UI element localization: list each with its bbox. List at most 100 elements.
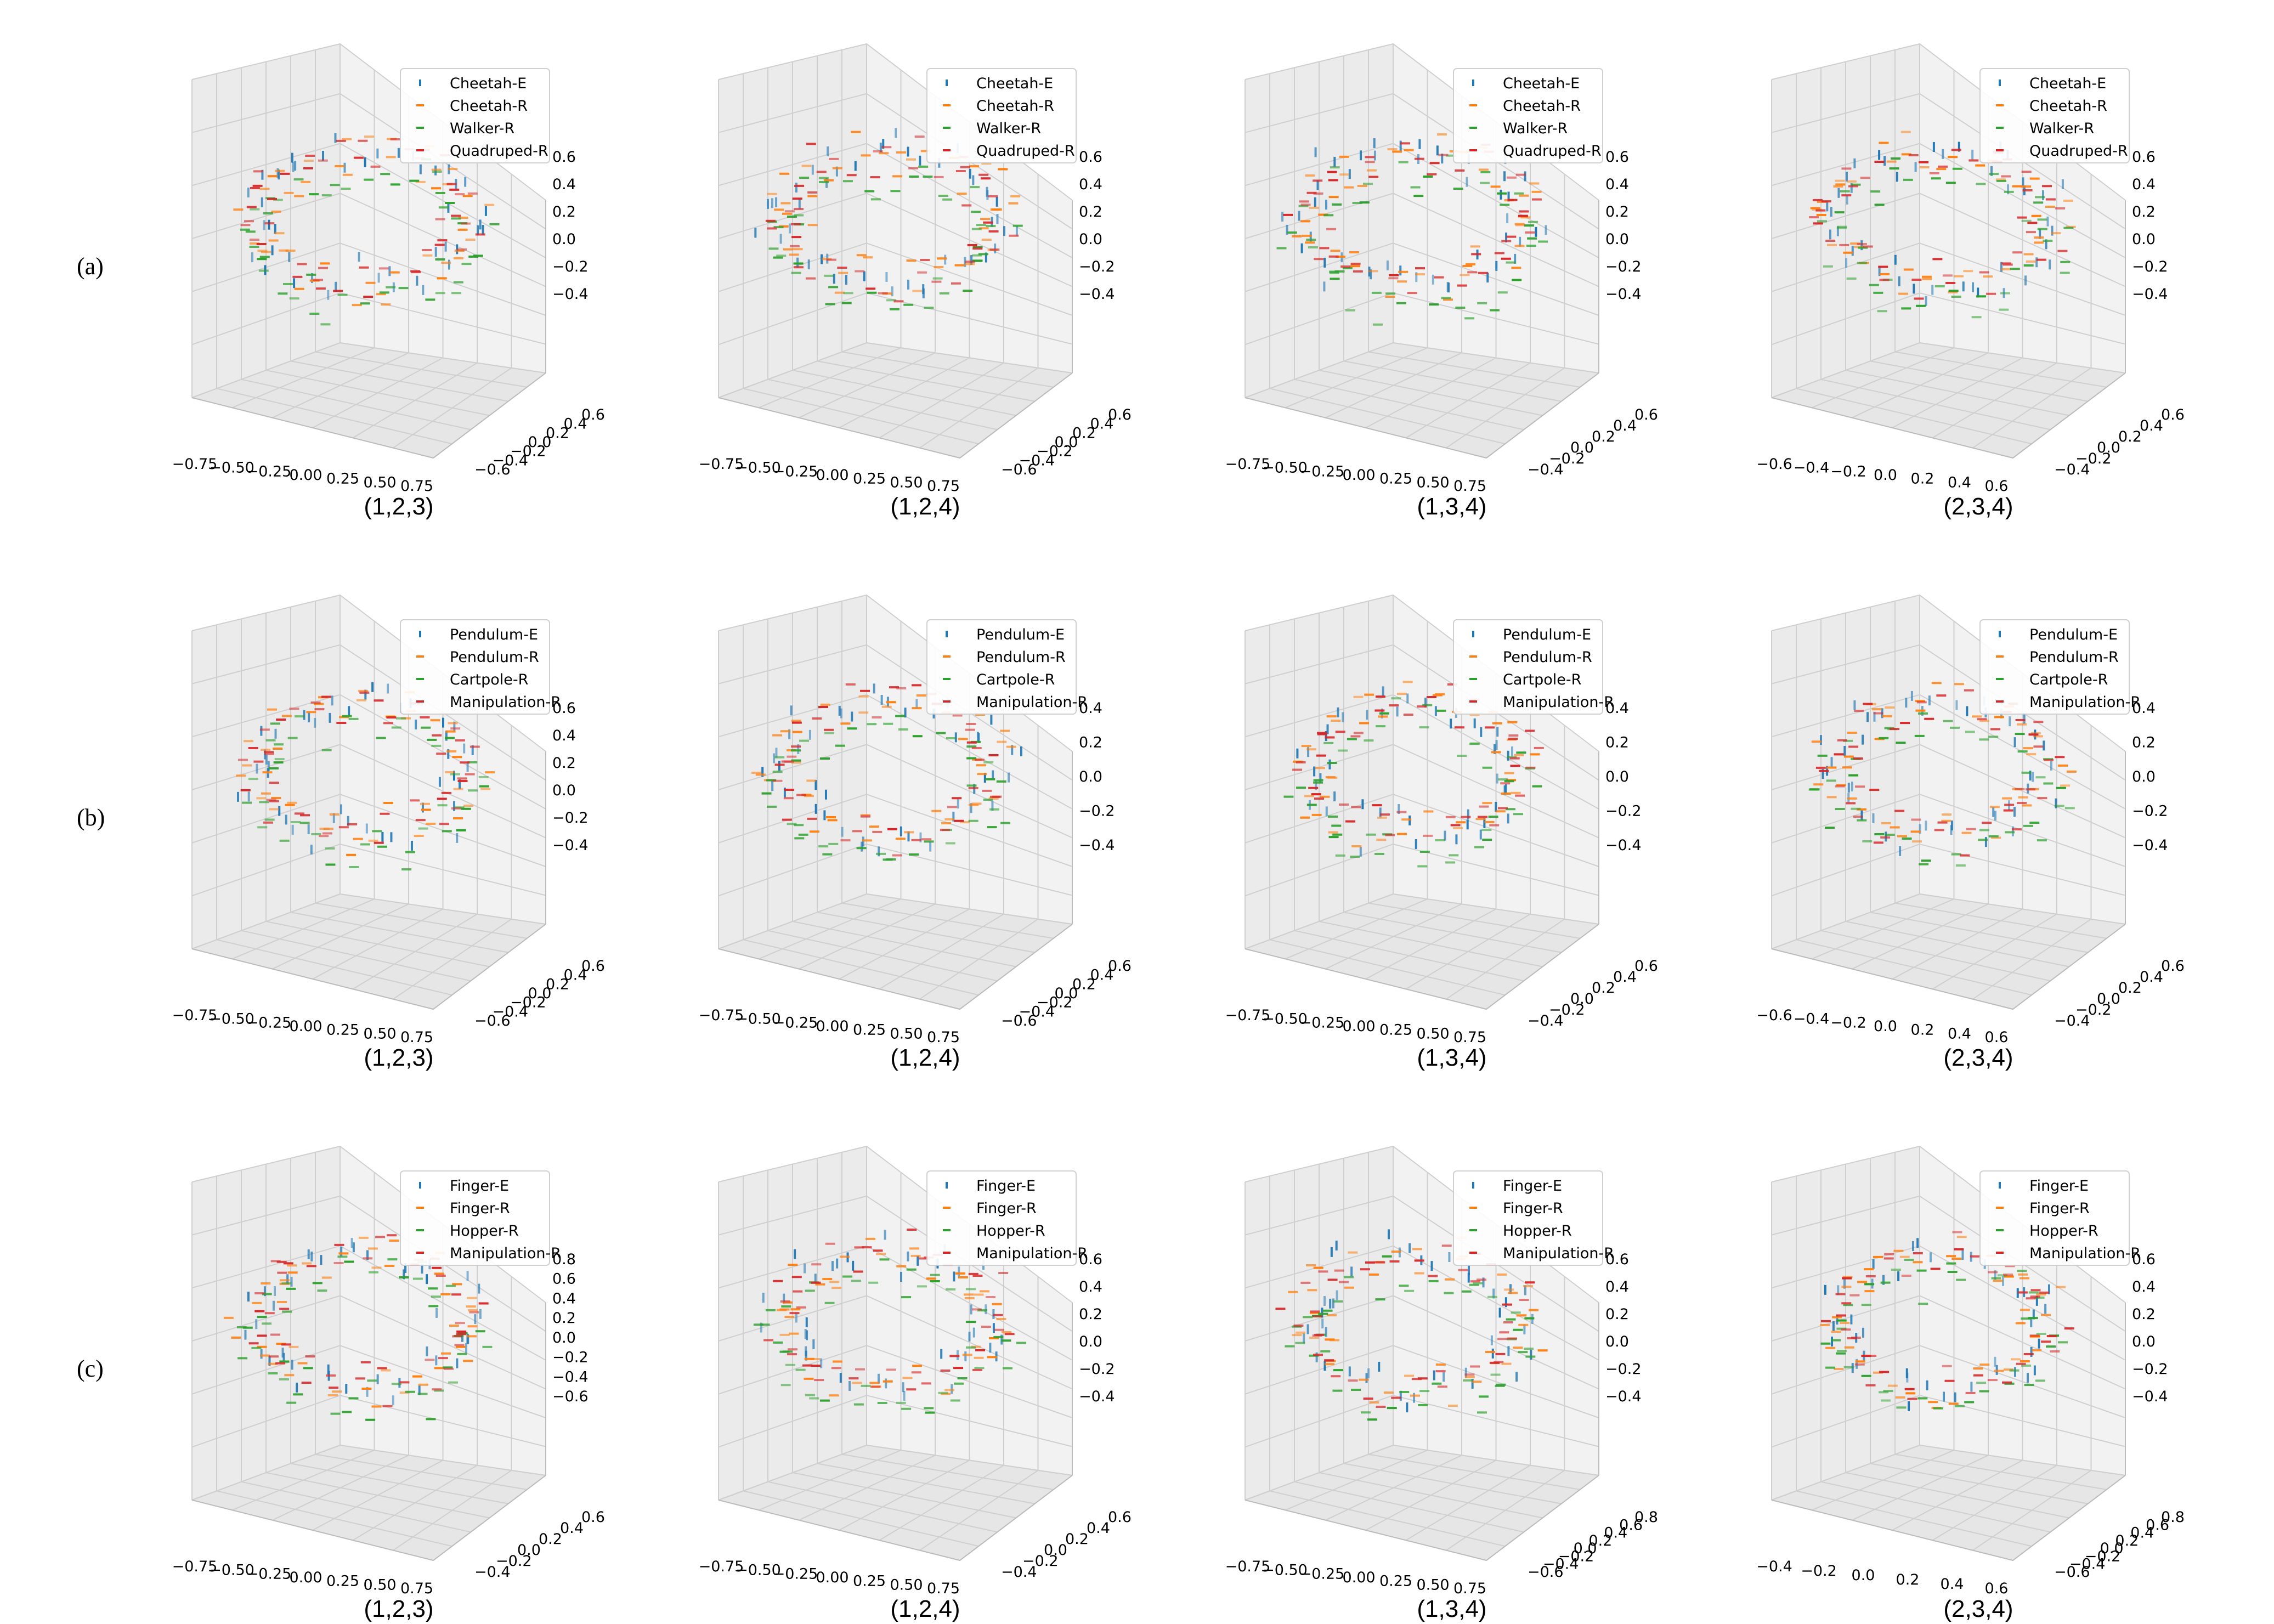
row-label-b: (b) <box>77 804 105 831</box>
legend-box <box>1453 619 1603 715</box>
y-tick-label: −0.2 <box>1549 1001 1585 1018</box>
x-tick-label: −0.50 <box>736 1011 781 1028</box>
grid-line <box>1245 893 1599 949</box>
y-tick-label: −0.6 <box>2054 1564 2090 1581</box>
grid-line <box>1972 919 2092 1000</box>
panel-caption: (1,3,4) <box>1417 1044 1486 1071</box>
z-tick-label: 0.0 <box>1079 768 1102 785</box>
z-tick-label: 0.0 <box>552 231 576 248</box>
chart-panel: −0.6 −0.4 −0.2 0.0 0.2 0.4 0.6−0.4−0.20.00.20.… <box>1756 594 2185 1071</box>
legend-box <box>926 1170 1077 1266</box>
z-tick-label: 0.6 <box>2132 1251 2156 1268</box>
y-tick-label: 0.6 <box>1108 958 1132 975</box>
x-tick-label: 0.75 <box>1453 1580 1486 1597</box>
y-tick-label: 0.4 <box>560 1520 584 1537</box>
z-tick-label: 0.2 <box>1079 1306 1102 1323</box>
x-tick-label: −0.25 <box>246 1014 292 1031</box>
z-tick-label: −0.2 <box>552 1349 589 1366</box>
y-tick-label: 0.0 <box>1055 985 1078 1002</box>
floor-pane <box>1245 894 1599 1009</box>
z-tick-label: −0.2 <box>2132 258 2168 275</box>
x-tick-label: 0.25 <box>326 1022 359 1039</box>
panel-caption: (1,3,4) <box>1417 1595 1486 1622</box>
y-tick-label: 0.2 <box>1072 976 1096 993</box>
y-tick-label: 0.0 <box>2097 439 2120 456</box>
chart-panel: −0.75−0.50−0.250.00 0.25 0.50 0.75−0.4−0.20… <box>1225 43 1658 520</box>
x-tick-label: −0.2 <box>1801 1563 1837 1580</box>
z-tick-label: 0.0 <box>2132 1333 2156 1350</box>
legend-label: Walker-R <box>976 120 1041 137</box>
y-tick-label: −0.4 <box>1543 1556 1579 1573</box>
legend-label: Pendulum-E <box>1503 626 1591 643</box>
x-tick-label: 0.0 <box>1852 1567 1875 1584</box>
y-tick-label: 0.6 <box>2146 1517 2169 1534</box>
y-tick-label: 0.6 <box>1108 1509 1132 1526</box>
y-tick-label: 0.6 <box>1108 406 1132 423</box>
z-tick-label: 0.4 <box>1605 1278 1629 1295</box>
grid-line <box>718 342 1073 398</box>
legend-label: Quadruped-R <box>1503 143 1602 160</box>
y-tick-label: −0.4 <box>1019 1003 1055 1020</box>
x-tick-label: 0.00 <box>289 1569 322 1586</box>
grid-line <box>393 919 512 1000</box>
axis-edge <box>1245 924 1599 1010</box>
panel-caption: (1,2,3) <box>364 493 433 520</box>
x-tick-label: −0.75 <box>699 456 744 473</box>
z-tick-label: 0.4 <box>2132 700 2156 717</box>
legend-label: Finger-E <box>450 1178 509 1195</box>
x-tick-label: 0.25 <box>1379 1022 1412 1039</box>
x-tick-label: −0.2 <box>1830 1014 1866 1031</box>
grid-line <box>718 1444 1073 1501</box>
floor-pane <box>1772 343 2125 458</box>
z-tick-label: 0.0 <box>1079 231 1102 248</box>
row-labels: (a) (b) (c) <box>77 253 105 1382</box>
z-tick-label: 0.0 <box>1079 1333 1102 1350</box>
axis-edge <box>718 1475 1073 1561</box>
grid-line <box>393 367 512 449</box>
z-tick-label: −0.4 <box>2132 1388 2168 1405</box>
legend-label: Pendulum-E <box>976 626 1065 643</box>
x-tick-label: 0.00 <box>816 467 848 484</box>
z-tick-label: 0.0 <box>552 1329 576 1346</box>
y-tick-label: 0.8 <box>1634 1509 1658 1526</box>
legend-label: Quadruped-R <box>976 143 1075 160</box>
x-tick-label: 0.50 <box>890 1025 923 1042</box>
y-tick-label: −0.6 <box>474 1012 511 1029</box>
y-tick-label: 0.2 <box>1592 428 1615 445</box>
legend-label: Cheetah-R <box>2029 98 2107 115</box>
legend-label: Hopper-R <box>2029 1223 2098 1240</box>
x-tick-label: 0.50 <box>1416 1576 1449 1593</box>
x-tick-label: 0.00 <box>816 1018 848 1035</box>
z-tick-label: −0.4 <box>552 286 589 303</box>
grid-line <box>1771 342 2126 398</box>
z-tick-label: 0.0 <box>552 782 576 799</box>
x-tick-label: 0.2 <box>1911 1022 1934 1039</box>
legend-label: Quadruped-R <box>2029 143 2128 160</box>
x-tick-label: −0.25 <box>773 1565 818 1582</box>
y-tick-label: 0.2 <box>2118 428 2142 445</box>
x-tick-label: −0.50 <box>1262 1562 1308 1579</box>
x-tick-label: 0.00 <box>289 467 322 484</box>
y-tick-label: 0.2 <box>1072 425 1096 442</box>
x-tick-label: −0.25 <box>1299 463 1345 480</box>
grid-line <box>1245 1444 1599 1501</box>
y-tick-label: 0.4 <box>2140 417 2163 434</box>
legend-label: Manipulation-R <box>450 1245 561 1262</box>
grid-line <box>191 1444 546 1501</box>
grid-line <box>919 1470 1039 1551</box>
x-tick-label: 0.50 <box>1416 474 1449 491</box>
z-tick-label: 0.4 <box>552 1290 576 1307</box>
x-tick-label: −0.75 <box>699 1558 744 1575</box>
x-tick-label: 0.50 <box>890 474 923 491</box>
legend-label: Pendulum-R <box>1503 649 1592 666</box>
z-tick-label: −0.2 <box>1079 803 1115 820</box>
chart-panel: −0.75−0.50−0.250.00 0.25 0.50 0.75−0.6−0.4−… <box>172 594 605 1071</box>
x-tick-label: 0.00 <box>289 1018 322 1035</box>
chart-panel: −0.75−0.50−0.250.00 0.25 0.50 0.75−0.4−0.20… <box>699 1145 1132 1622</box>
legend-box <box>1453 1170 1603 1266</box>
x-tick-label: −0.50 <box>736 460 781 477</box>
legend-label: Finger-R <box>1503 1200 1563 1217</box>
panel-caption: (1,2,4) <box>890 1044 960 1071</box>
y-tick-label: −0.4 <box>1001 1564 1037 1581</box>
